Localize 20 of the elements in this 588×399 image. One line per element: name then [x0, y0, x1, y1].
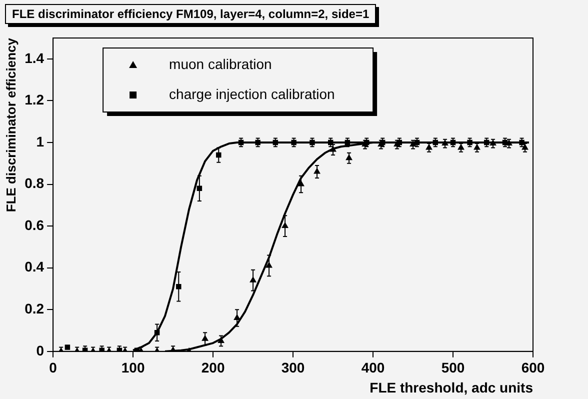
- y-tick-label: 0.8: [24, 175, 44, 192]
- x-tick-label: 0: [49, 360, 58, 376]
- y-tick-label: 1.2: [24, 92, 44, 108]
- y-tick-label: 0.2: [24, 300, 44, 316]
- y-tick-label: 1.4: [24, 50, 44, 66]
- x-tick-label: 400: [361, 360, 385, 376]
- x-tick-label: 600: [521, 360, 545, 376]
- y-axis-title: FLE discriminator efficiency: [3, 37, 18, 212]
- x-tick-label: 300: [281, 360, 305, 376]
- chart-title: FLE discriminator efficiency FM109, layer=4, column=2, side=1: [5, 4, 376, 24]
- legend-label: muon calibration: [169, 56, 272, 72]
- legend-label: charge injection calibration: [169, 86, 335, 102]
- y-tick-label: 1: [36, 133, 44, 150]
- x-tick-label: 200: [201, 360, 225, 376]
- x-tick-label: 100: [121, 360, 145, 376]
- y-tick-label: 0.6: [24, 216, 44, 233]
- x-axis-title: FLE threshold, adc units: [370, 379, 534, 396]
- x-tick-label: 500: [441, 360, 465, 376]
- y-tick-label: 0: [36, 342, 44, 358]
- y-tick-label: 0.4: [24, 258, 44, 275]
